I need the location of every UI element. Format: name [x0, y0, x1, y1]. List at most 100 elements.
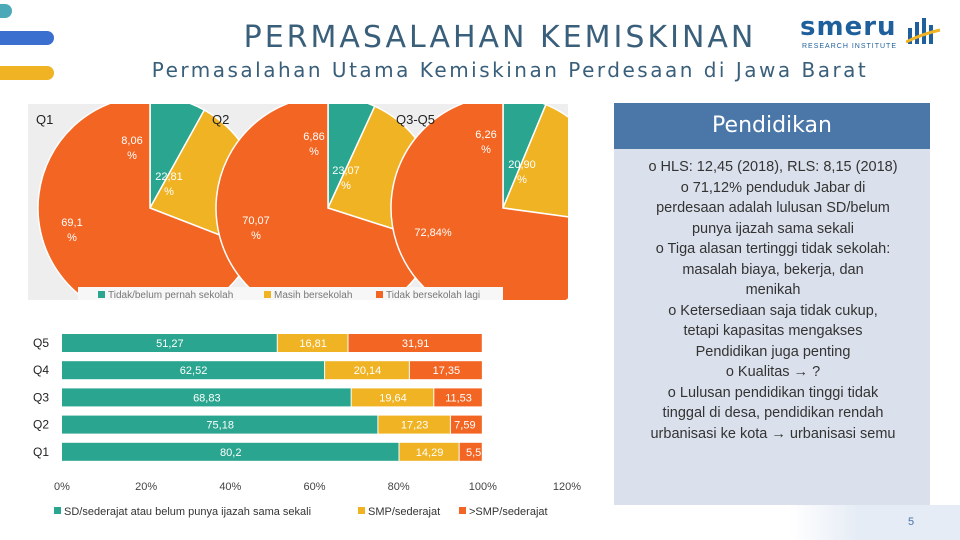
bar-segment: [325, 361, 409, 380]
pie-legend: Tidak/belum pernah sekolah Masih bersekol…: [78, 287, 503, 300]
stacked-bar-chart: Q5 51,27 16,81 31,91 Q4 62,52 20,14 17,35 Q3 68,8…: [33, 334, 581, 518]
bar-segment: [62, 388, 351, 407]
pie-data-label: %: [481, 144, 491, 156]
pie-data-label: 23,07: [332, 165, 360, 177]
pie-legend-swatch: [98, 291, 105, 298]
bar-data-label: 20,14: [354, 365, 382, 377]
panel-line: o Lulusan pendidikan tinggi tidak: [667, 384, 879, 401]
pie-chart-panel: Q1 8,06% 22,81% 69,1% Q2 6,86% 23,07% 70,07% Q3-…: [28, 104, 568, 300]
bar-data-label: 17,35: [433, 365, 461, 377]
pie-data-label: %: [517, 174, 527, 186]
panel-line: masalah biaya, bekerja, dan: [682, 261, 864, 278]
pie-data-label: %: [251, 230, 261, 242]
bar-chart-logo-icon: [906, 18, 941, 44]
pie-data-label: 22,81: [155, 171, 183, 183]
decor-bar-1: [0, 4, 12, 18]
pie-slice: [390, 104, 568, 300]
pie-legend-label: Tidak/belum pernah sekolah: [108, 290, 233, 300]
bar-data-label: 51,27: [156, 338, 184, 350]
panel-line: o HLS: 12,45 (2018), RLS: 8,15 (2018): [648, 159, 898, 175]
pie-legend-label: Masih bersekolah: [274, 290, 352, 300]
pie-data-label: 6,26: [475, 129, 496, 141]
bar-data-label: 19,64: [379, 392, 407, 404]
bar-segment: [351, 388, 434, 407]
bar-segment: [62, 442, 399, 461]
bar-category-label: Q1: [33, 445, 49, 459]
bar-category-label: Q4: [33, 363, 49, 377]
bar-data-label: 17,23: [401, 420, 429, 432]
pie-title: Q1: [36, 112, 53, 127]
bar-x-tick-label: 80%: [388, 481, 410, 493]
bar-legend-swatch: [358, 507, 365, 514]
pie-data-label: %: [127, 150, 137, 162]
panel-line: punya ijazah sama sekali: [691, 220, 854, 237]
panel-line: urbanisasi ke kota → urbanisasi semu: [650, 425, 896, 442]
bar-x-tick-label: 120%: [553, 481, 581, 493]
bar-segment: [62, 334, 277, 352]
pie-data-label: %: [164, 186, 174, 198]
pie-title: Q2: [212, 112, 229, 127]
panel-line: o Tiga alasan tertinggi tidak sekolah:: [655, 241, 891, 257]
bar-legend: SD/sederajat atau belum punya ijazah sam…: [54, 506, 548, 518]
bar-segment: [277, 334, 348, 352]
pie-title: Q3-Q5: [396, 112, 435, 127]
pie-legend-label: Tidak bersekolah lagi: [386, 290, 480, 300]
bar-data-label: 80,2: [220, 447, 241, 459]
bar-segment: [62, 361, 325, 380]
bar-segment: [399, 442, 459, 461]
page-subtitle: Permasalahan Utama Kemiskinan Perdesaan …: [151, 58, 869, 82]
pie-data-label: 70,07: [242, 215, 270, 227]
bar-legend-label: >SMP/sederajat: [469, 506, 548, 518]
bar-data-label: 11,53: [445, 392, 472, 404]
bar-x-tick-label: 60%: [303, 481, 325, 493]
bar-x-tick-label: 20%: [135, 481, 157, 493]
bar-category-label: Q3: [33, 390, 49, 404]
pie-slice: [37, 104, 256, 300]
bar-legend-label: SD/sederajat atau belum punya ijazah sam…: [64, 506, 311, 518]
bar-data-label: 5,5: [466, 447, 481, 459]
bar-segment: [459, 442, 482, 461]
bar-category-label: Q2: [33, 418, 49, 432]
pie-data-label: %: [67, 232, 77, 244]
pie-legend-swatch: [264, 291, 271, 298]
pie-charts: Q1 8,06% 22,81% 69,1% Q2 6,86% 23,07% 70,07% Q3-…: [36, 104, 568, 300]
pie-data-label: %: [309, 146, 319, 158]
panel-line: Pendidikan juga penting: [695, 343, 851, 360]
panel-line: menikah: [745, 282, 801, 298]
bar-segment: [450, 415, 482, 434]
bar-x-tick-label: 0%: [54, 481, 70, 493]
bar-segment: [348, 334, 482, 352]
decor-bar-3: [0, 66, 54, 80]
education-panel-header: Pendidikan: [614, 103, 930, 149]
education-panel: Pendidikan o HLS: 12,45 (2018), RLS: 8,1…: [614, 103, 930, 505]
page-title: PERMASALAHAN KEMISKINAN: [243, 20, 757, 55]
logo-wordmark: smeru: [800, 12, 897, 42]
bar-data-label: 31,91: [402, 338, 430, 350]
corner-decoration: [790, 505, 960, 540]
bar-legend-label: SMP/sederajat: [368, 506, 440, 518]
pie-legend-swatch: [376, 291, 383, 298]
bar-data-label: 16,81: [299, 338, 327, 350]
bar-data-label: 62,52: [180, 365, 208, 377]
panel-line: tinggal di desa, pendidikan rendah: [662, 405, 884, 421]
pie-data-label: %: [341, 180, 351, 192]
panel-line: tetapi kapasitas mengakses: [683, 323, 863, 339]
education-panel-body: o HLS: 12,45 (2018), RLS: 8,15 (2018) o …: [628, 157, 918, 444]
bar-data-label: 75,18: [206, 420, 234, 432]
smeru-logo: smeru RESEARCH INSTITUTE: [800, 12, 945, 50]
decor-bar-2: [0, 31, 54, 45]
pie-slice: [501, 104, 568, 218]
bar-data-label: 7,59: [454, 420, 475, 432]
bar-segment: [378, 415, 450, 434]
page-number: 5: [908, 516, 915, 528]
bar-segment: [62, 415, 378, 434]
bar-segment: [434, 388, 482, 407]
panel-line: perdesaan adalah lulusan SD/belum: [656, 200, 890, 216]
pie-data-label: 8,06: [121, 135, 142, 147]
pie-data-label: 72,84%: [414, 227, 452, 239]
bar-data-label: 68,83: [193, 392, 221, 404]
bar-legend-swatch: [459, 507, 466, 514]
pie-group: [37, 104, 568, 300]
bar-x-tick-label: 100%: [469, 481, 497, 493]
education-panel-title: Pendidikan: [712, 113, 832, 138]
